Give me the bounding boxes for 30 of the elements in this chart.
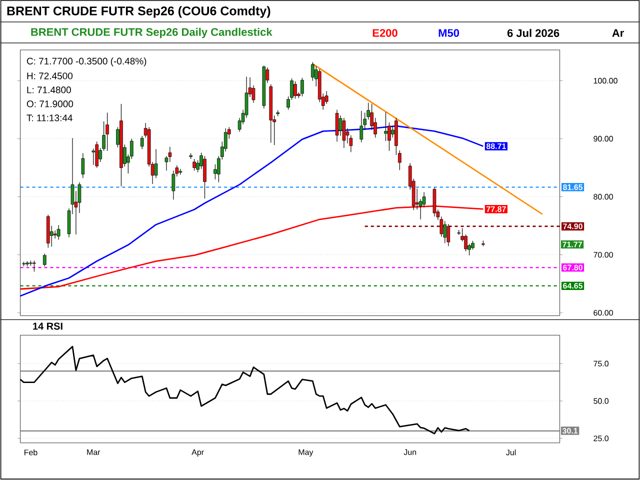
annotation: L: 71.4800 [27,86,71,94]
line-series [20,206,484,290]
text: M50 [438,29,460,38]
candlestick [300,78,304,97]
candlestick [432,187,436,217]
candlestick [32,260,36,272]
annotation: O: 71.9000 [26,100,74,108]
chart-title: BRENT CRUDE FUTR Sep26 (COU6 Comdty) [7,6,270,18]
candlestick [384,112,388,142]
candlestick [140,136,144,150]
text: 6 Jul 2026 [507,29,560,38]
candlestick [192,158,196,172]
candlestick [106,112,109,152]
annotation: H: 72.4500 [27,72,73,80]
annotation: T: 11:13:44 [26,114,72,122]
candlestick [42,254,46,267]
text: Ar [612,29,624,37]
candlestick [81,153,85,179]
chart-subtitle: BRENT CRUDE FUTR Sep26 Daily Candlestick [31,28,272,38]
candlestick [56,225,60,240]
candlestick [342,118,346,149]
chart-title: 14 RSI [33,322,62,330]
candlestick [203,156,206,200]
candlestick [446,224,450,247]
candlestick [95,142,99,168]
text: E200 [372,29,398,38]
candlestick [335,110,339,142]
candlestick [294,81,297,100]
candlestick [360,110,364,143]
annotation: C: 71.7700 -0.3500 (-0.48%) [26,58,146,67]
